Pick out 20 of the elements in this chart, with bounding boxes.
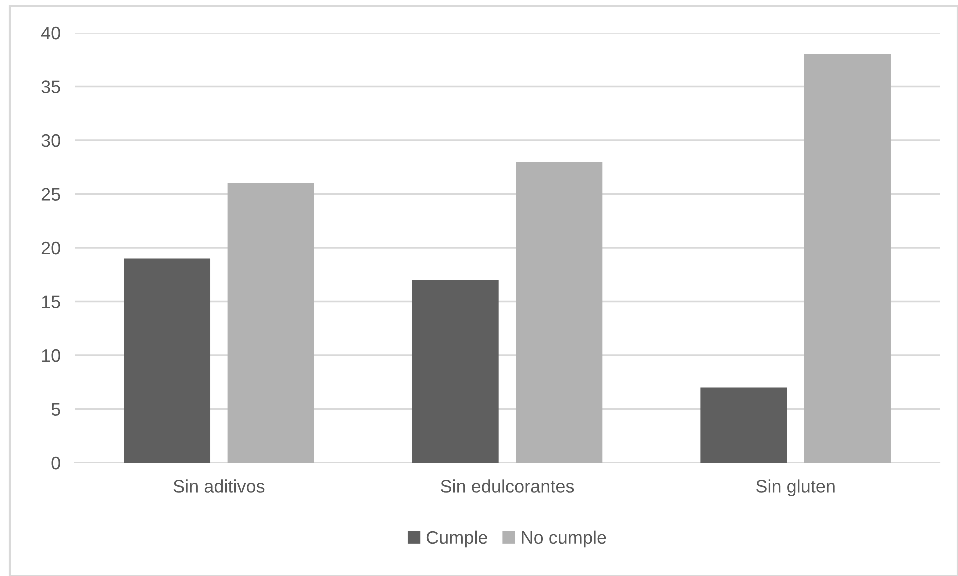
y-tick-label: 0 xyxy=(52,456,60,470)
x-tick-label: Sin edulcorantes xyxy=(441,480,574,493)
y-tick-label: 25 xyxy=(42,188,60,201)
y-tick-label: 35 xyxy=(42,80,60,94)
y-tick-label: 15 xyxy=(42,296,60,308)
bar xyxy=(804,54,891,463)
x-tick-label: Sin gluten xyxy=(756,480,835,496)
y-tick-label: 20 xyxy=(42,242,60,255)
bar xyxy=(700,388,788,463)
bar xyxy=(412,280,499,463)
y-tick-label: 5 xyxy=(52,403,60,416)
bar xyxy=(516,162,603,463)
bar xyxy=(124,258,211,463)
legend-label: No cumple xyxy=(522,530,606,548)
y-tick-label: 10 xyxy=(42,349,60,362)
x-tick-label: Sin aditivos xyxy=(174,480,265,493)
bar xyxy=(228,184,314,463)
y-tick-label: 30 xyxy=(42,134,60,148)
y-tick-label: 40 xyxy=(41,26,60,40)
legend-label: Cumple xyxy=(426,530,488,548)
